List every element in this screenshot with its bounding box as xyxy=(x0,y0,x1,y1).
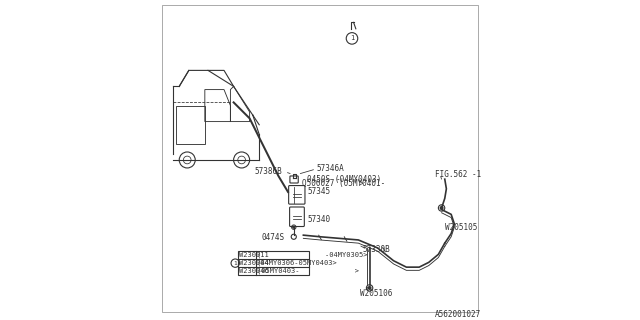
Text: (05MY0403-             >: (05MY0403- > xyxy=(257,268,359,274)
Text: W230011: W230011 xyxy=(239,252,269,258)
Text: FIG.562 -1: FIG.562 -1 xyxy=(435,170,481,179)
Text: (               -04MY0305>: ( -04MY0305> xyxy=(257,252,367,258)
Text: W230044: W230044 xyxy=(239,260,269,266)
Text: 57386B: 57386B xyxy=(255,167,283,176)
Text: 1: 1 xyxy=(350,36,354,41)
Text: 0450S (: 0450S ( xyxy=(307,175,340,184)
Text: >: > xyxy=(358,179,363,188)
Text: (04MY0306-05MY0403>: (04MY0306-05MY0403> xyxy=(257,260,338,266)
Circle shape xyxy=(440,207,443,209)
Text: 57346A: 57346A xyxy=(316,164,344,173)
Text: W230046: W230046 xyxy=(239,268,269,274)
Text: 1: 1 xyxy=(234,261,237,266)
Bar xyxy=(239,251,309,275)
Text: -04MY0403): -04MY0403) xyxy=(335,175,381,184)
Text: W205105: W205105 xyxy=(445,223,478,232)
Text: 57330B: 57330B xyxy=(362,245,390,254)
Text: 57340: 57340 xyxy=(308,215,331,224)
Text: 0474S: 0474S xyxy=(261,233,284,242)
Circle shape xyxy=(293,226,295,228)
Text: W205106: W205106 xyxy=(360,289,392,298)
Circle shape xyxy=(368,287,371,289)
Text: A562001027: A562001027 xyxy=(435,310,481,319)
Text: Q500027 (05MY0401-: Q500027 (05MY0401- xyxy=(302,179,385,188)
Text: 57345: 57345 xyxy=(308,188,331,196)
